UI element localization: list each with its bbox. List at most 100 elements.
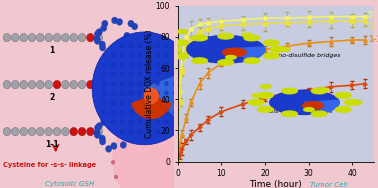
Circle shape (62, 80, 69, 89)
Circle shape (102, 114, 108, 121)
Circle shape (165, 72, 168, 76)
Circle shape (111, 143, 117, 149)
Circle shape (138, 72, 142, 76)
Circle shape (140, 114, 143, 117)
Circle shape (335, 107, 351, 112)
Circle shape (99, 44, 106, 51)
Circle shape (183, 82, 186, 86)
Circle shape (174, 53, 177, 57)
Circle shape (119, 132, 122, 135)
Circle shape (132, 23, 138, 30)
Circle shape (129, 43, 133, 47)
Circle shape (3, 33, 11, 42)
Circle shape (218, 60, 234, 65)
Circle shape (116, 66, 122, 72)
Circle shape (174, 82, 177, 86)
Circle shape (132, 117, 138, 124)
Circle shape (103, 101, 106, 105)
Circle shape (28, 33, 36, 42)
Circle shape (183, 101, 186, 105)
Circle shape (121, 101, 124, 105)
Circle shape (248, 100, 264, 105)
Circle shape (165, 91, 168, 95)
Circle shape (112, 72, 115, 76)
Circle shape (92, 32, 197, 145)
Circle shape (183, 110, 186, 114)
Circle shape (177, 30, 187, 33)
Circle shape (129, 34, 135, 41)
Circle shape (263, 40, 279, 45)
Circle shape (124, 126, 130, 133)
Circle shape (147, 53, 150, 57)
Circle shape (154, 111, 157, 114)
Circle shape (147, 63, 150, 66)
Circle shape (94, 129, 100, 136)
Circle shape (94, 124, 101, 131)
Circle shape (147, 130, 150, 133)
Circle shape (53, 80, 61, 89)
Wedge shape (132, 96, 171, 118)
Circle shape (156, 130, 160, 133)
Circle shape (78, 80, 86, 89)
Text: 1-1: 1-1 (368, 35, 378, 44)
Circle shape (147, 91, 150, 95)
Circle shape (99, 138, 106, 145)
Circle shape (165, 120, 168, 124)
Circle shape (3, 127, 11, 136)
Circle shape (174, 110, 177, 114)
Circle shape (112, 17, 118, 24)
Circle shape (174, 91, 177, 95)
Circle shape (94, 38, 101, 44)
Circle shape (352, 101, 362, 104)
Circle shape (120, 95, 126, 101)
Circle shape (174, 101, 177, 105)
Circle shape (78, 127, 86, 136)
Circle shape (87, 33, 94, 42)
Circle shape (3, 80, 11, 89)
Wedge shape (226, 47, 265, 60)
Y-axis label: Cumulative DOX release (%): Cumulative DOX release (%) (145, 29, 154, 138)
Circle shape (112, 82, 115, 86)
Circle shape (129, 63, 133, 66)
Circle shape (94, 82, 100, 89)
Text: Bis-disulfide bridges: Bis-disulfide bridges (270, 109, 333, 114)
Circle shape (174, 72, 177, 76)
Circle shape (183, 63, 186, 66)
Circle shape (121, 120, 124, 124)
Circle shape (112, 110, 115, 114)
Circle shape (138, 120, 142, 124)
Circle shape (99, 41, 105, 48)
Circle shape (128, 20, 134, 27)
Circle shape (121, 63, 124, 66)
Circle shape (282, 111, 297, 117)
Circle shape (94, 35, 100, 42)
Circle shape (257, 107, 273, 112)
Text: 1: 1 (50, 46, 55, 55)
Circle shape (174, 120, 177, 124)
Text: Tumor Cell: Tumor Cell (310, 182, 347, 188)
Circle shape (121, 53, 124, 57)
Circle shape (218, 33, 234, 39)
Circle shape (147, 110, 150, 114)
Circle shape (165, 63, 168, 66)
Circle shape (94, 132, 101, 138)
Circle shape (223, 48, 246, 57)
Circle shape (120, 142, 126, 148)
Circle shape (167, 40, 178, 43)
Circle shape (172, 53, 188, 59)
Circle shape (70, 80, 77, 89)
Circle shape (132, 70, 138, 77)
Wedge shape (144, 69, 197, 125)
Circle shape (70, 127, 77, 136)
Circle shape (132, 135, 138, 142)
Circle shape (95, 127, 102, 136)
Circle shape (282, 88, 297, 94)
Circle shape (226, 55, 236, 59)
Circle shape (101, 25, 107, 31)
Circle shape (124, 79, 130, 86)
Circle shape (103, 110, 106, 114)
Circle shape (112, 64, 118, 71)
Circle shape (138, 63, 142, 66)
Circle shape (156, 120, 160, 124)
Text: Mono-disulfide bridges: Mono-disulfide bridges (270, 53, 341, 58)
